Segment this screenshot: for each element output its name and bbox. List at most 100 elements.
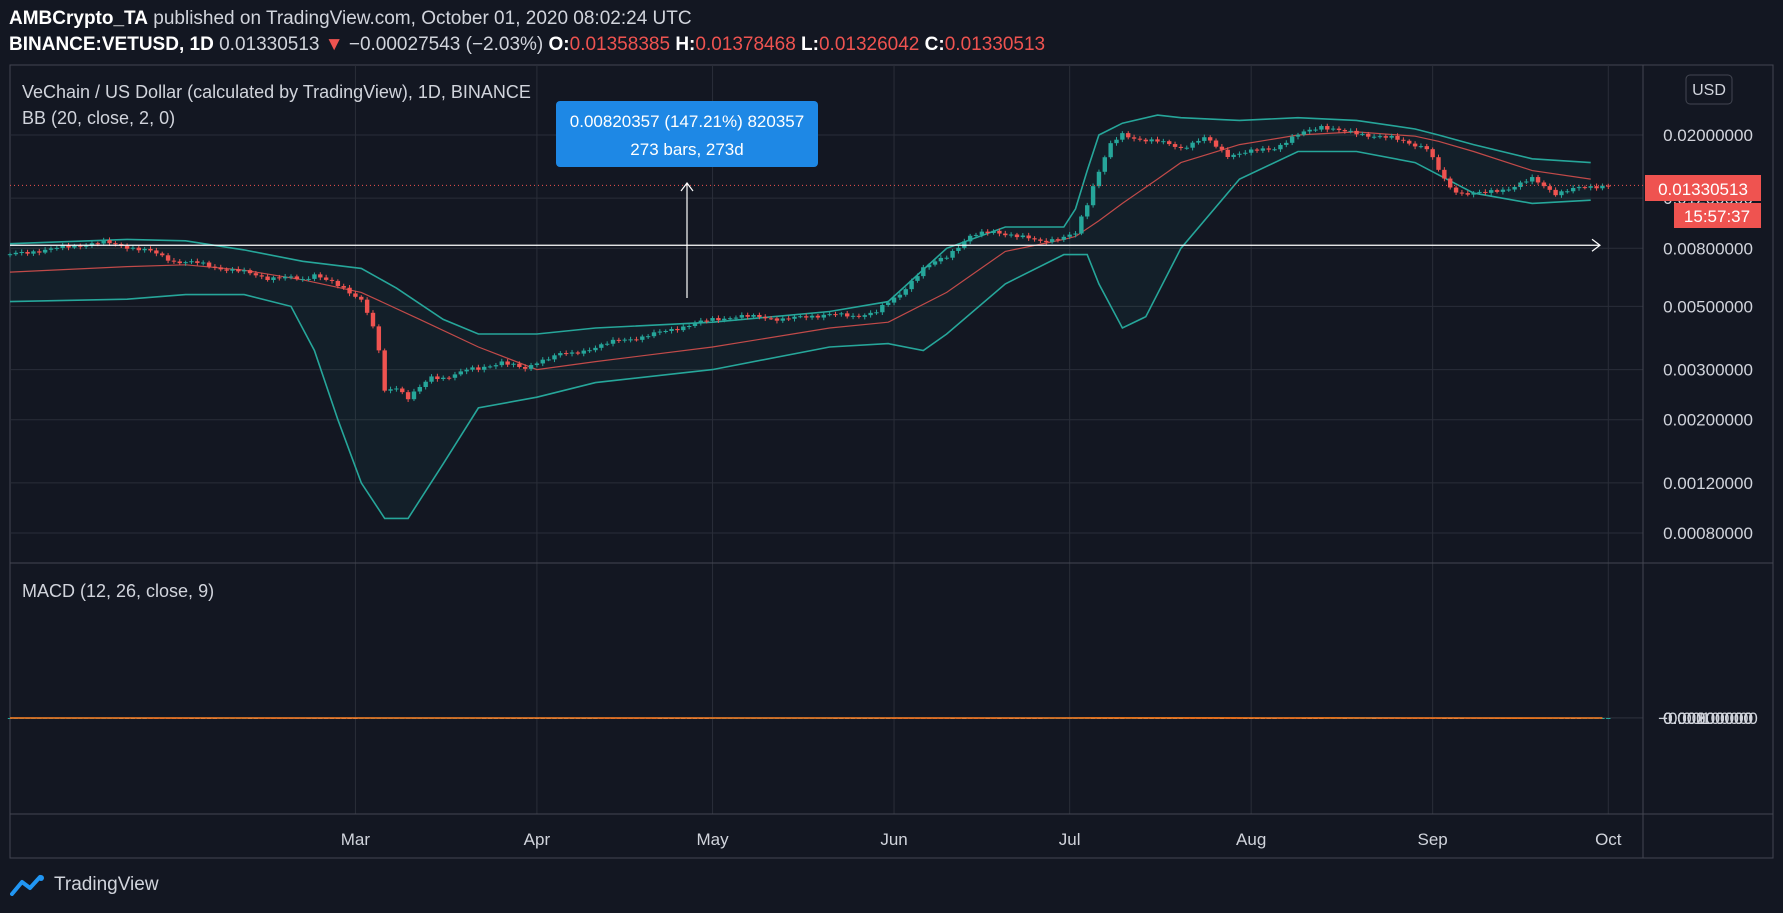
candle-body xyxy=(610,339,616,344)
tradingview-logo[interactable]: TradingView xyxy=(10,874,159,896)
candle-body xyxy=(359,296,364,300)
candle-body xyxy=(1588,186,1593,188)
candle-body xyxy=(1559,191,1564,196)
candle-body xyxy=(751,314,756,317)
candle-body xyxy=(1494,190,1500,192)
candle-body xyxy=(78,245,83,247)
candle-body xyxy=(66,245,71,248)
price-tick-label: 0.00300000 xyxy=(1663,361,1753,380)
candle-body xyxy=(83,245,89,247)
candle-body xyxy=(640,336,645,340)
candle-body xyxy=(722,318,727,321)
candle-body xyxy=(347,287,352,294)
candle-body xyxy=(1377,136,1383,138)
candle-body xyxy=(1090,186,1096,206)
candle-body xyxy=(160,253,165,256)
macd-tick-label: 0.00200000 xyxy=(1663,709,1753,728)
bb-legend[interactable]: BB (20, close, 2, 0) xyxy=(22,108,175,128)
candle-body xyxy=(1319,126,1324,130)
currency-label: USD xyxy=(1692,82,1726,99)
candle-body xyxy=(441,377,446,380)
candle-body xyxy=(376,326,382,351)
macd-legend[interactable]: MACD (12, 26, close, 9) xyxy=(22,581,214,601)
candle-body xyxy=(763,316,768,319)
author-name[interactable]: AMBCrypto_TA xyxy=(9,8,148,29)
candle-body xyxy=(212,266,218,268)
candle-body xyxy=(1207,137,1213,141)
candle-body xyxy=(827,314,832,316)
price-change: −0.00027543 (−2.03%) xyxy=(348,34,544,55)
candle-body xyxy=(1301,131,1307,135)
candle-body xyxy=(1600,185,1605,189)
candle-body xyxy=(335,280,341,287)
candle-body xyxy=(31,251,36,254)
candle-body xyxy=(681,326,686,331)
time-tick-label: Mar xyxy=(341,830,371,849)
candle-body xyxy=(95,243,101,245)
candle-body xyxy=(1547,186,1552,190)
candle-body xyxy=(921,267,926,277)
candle-body xyxy=(558,353,563,356)
candle-body xyxy=(1073,233,1078,235)
candle-body xyxy=(1248,149,1254,153)
candle-body xyxy=(616,339,622,341)
candle-body xyxy=(482,366,487,370)
candle-body xyxy=(165,255,171,261)
candle-body xyxy=(470,367,475,370)
last-price-tag: 0.01330513 15:57:37 xyxy=(1645,175,1761,228)
candle-body xyxy=(1161,141,1166,143)
candle-body xyxy=(1336,128,1342,131)
last-price-tag-text: 0.01330513 xyxy=(1658,180,1748,199)
candle-body xyxy=(265,276,270,281)
candle-body xyxy=(593,347,598,351)
candle-body xyxy=(903,289,908,295)
candle-body xyxy=(247,270,253,274)
candle-body xyxy=(885,302,891,306)
tradingview-logo-icon xyxy=(10,875,44,896)
candle-body xyxy=(809,315,815,318)
candle-body xyxy=(1278,144,1283,150)
candle-body xyxy=(856,315,862,317)
price-tick-label: 0.00800000 xyxy=(1663,239,1753,258)
low-value: 0.01326042 xyxy=(818,34,920,55)
candle-body xyxy=(710,318,715,321)
candle-body xyxy=(1284,142,1289,145)
candle-body xyxy=(675,328,680,331)
candle-body xyxy=(353,293,358,297)
candle-body xyxy=(1190,142,1195,148)
candle-body xyxy=(288,276,294,278)
candle-body xyxy=(54,247,60,249)
candle-body xyxy=(997,230,1002,234)
candle-body xyxy=(1272,149,1277,151)
candle-body xyxy=(417,387,423,392)
macd-histogram-bar xyxy=(1606,717,1611,719)
price-tick-label: 0.00500000 xyxy=(1663,297,1753,316)
bb-basis-line xyxy=(9,131,1591,371)
publish-line: AMBCrypto_TA published on TradingView.co… xyxy=(9,6,1045,32)
candle-body xyxy=(1594,186,1599,189)
candle-body xyxy=(938,257,944,262)
candle-body xyxy=(323,277,329,280)
candle-body xyxy=(1529,177,1535,182)
high-value: 0.01378468 xyxy=(695,34,796,55)
candle-body xyxy=(1313,129,1318,131)
candle-body xyxy=(1149,139,1154,142)
candle-body xyxy=(692,323,698,326)
candle-body xyxy=(1418,146,1424,148)
candle-body xyxy=(1506,189,1511,191)
measure-box[interactable]: 0.00820357 (147.21%) 820357 273 bars, 27… xyxy=(556,101,818,167)
candle-body xyxy=(446,377,452,379)
candle-body xyxy=(394,388,399,390)
currency-badge[interactable]: USD xyxy=(1685,74,1733,105)
candle-body xyxy=(1231,154,1236,157)
candle-body xyxy=(388,389,393,391)
candle-body xyxy=(1541,182,1547,187)
candle-body xyxy=(897,294,903,298)
candle-body xyxy=(1489,190,1494,193)
open-value: 0.01358385 xyxy=(569,34,671,55)
candle-body xyxy=(622,339,627,341)
candle-body xyxy=(1576,187,1582,189)
candle-body xyxy=(1430,149,1435,158)
candle-body xyxy=(206,262,212,267)
